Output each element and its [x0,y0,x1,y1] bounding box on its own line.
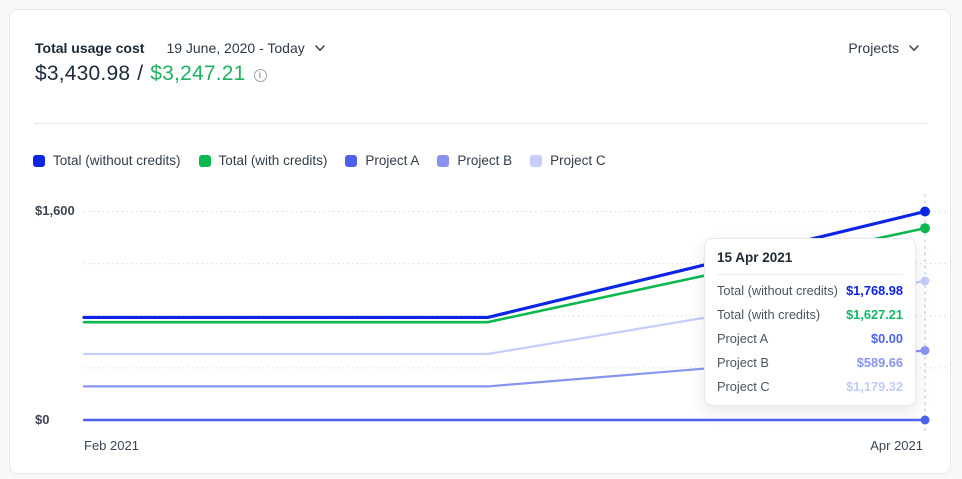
legend-label: Project B [457,153,513,168]
legend-swatch-icon [437,154,450,167]
tooltip-row-2: Project A $0.00 [717,326,903,350]
tooltip-row-value: $589.66 [856,354,903,370]
legend-swatch-icon [345,154,358,167]
projects-selector[interactable]: Projects [848,40,920,56]
tooltip-row-label: Total (with credits) [717,306,821,322]
dot-project-b [920,346,930,356]
tooltip-row-4: Project C $1,179.32 [717,374,903,398]
total-amount-row: $3,430.98 / $3,247.21 i [35,62,267,86]
tooltip-row-1: Total (with credits) $1,627.21 [717,302,903,326]
date-range-label: 19 June, 2020 - Today [166,40,305,56]
tooltip-row-label: Project C [717,378,770,394]
amount-with-credits: $3,247.21 [150,62,246,85]
tooltip-row-label: Total (without credits) [717,282,838,298]
legend-label: Total (with credits) [218,153,328,168]
legend-label: Project A [365,153,420,168]
dot-total-with-credits [920,223,930,234]
amount-without-credits: $3,430.98 [35,62,131,85]
legend-label: Total (without credits) [53,153,181,168]
card-title: Total usage cost [35,40,145,56]
legend-swatch-icon [198,154,211,167]
chart-legend: Total (without credits) Total (with credi… [33,153,606,168]
tooltip-row-value: $1,768.98 [846,282,903,298]
legend-item-1[interactable]: Total (with credits) [198,153,328,168]
tooltip-row-3: Project B $589.66 [717,350,903,374]
legend-item-0[interactable]: Total (without credits) [33,153,181,168]
tooltip-row-label: Project B [717,354,769,370]
chevron-down-icon [314,42,326,54]
tooltip-date: 15 Apr 2021 [717,250,903,275]
dot-project-a [920,415,930,425]
info-icon[interactable]: i [253,68,267,82]
y-tick-0: $0 [35,412,50,427]
projects-label: Projects [848,40,899,56]
tooltip-row-value: $1,179.32 [846,378,903,394]
legend-label: Project C [550,153,606,168]
tooltip-row-value: $0.00 [870,330,903,346]
legend-item-3[interactable]: Project B [437,153,512,168]
legend-item-2[interactable]: Project A [345,153,419,168]
tooltip-rows: Total (without credits) $1,768.98 Total (w… [717,278,903,398]
header-divider [34,123,927,124]
y-tick-1600: $1,600 [35,203,75,218]
legend-swatch-icon [33,154,45,167]
card-header: Total usage cost 19 June, 2020 - Today P… [35,40,920,56]
legend-swatch-icon [530,154,543,167]
tooltip-row-label: Project A [717,330,769,346]
dot-total-without-credits [920,206,930,217]
x-tick-apr-2021: Apr 2021 [870,438,923,453]
tooltip-row-0: Total (without credits) $1,768.98 [717,278,903,302]
chart-tooltip: 15 Apr 2021 Total (without credits) $1,76… [704,238,916,406]
dot-project-c [920,276,930,286]
amount-separator: / [137,62,144,85]
chevron-down-icon [908,42,920,54]
tooltip-row-value: $1,627.21 [846,306,903,322]
usage-cost-card: Total usage cost 19 June, 2020 - Today P… [9,9,951,474]
legend-item-4[interactable]: Project C [530,153,606,168]
date-range-selector[interactable]: 19 June, 2020 - Today [166,40,325,56]
x-tick-feb-2021: Feb 2021 [84,438,139,453]
